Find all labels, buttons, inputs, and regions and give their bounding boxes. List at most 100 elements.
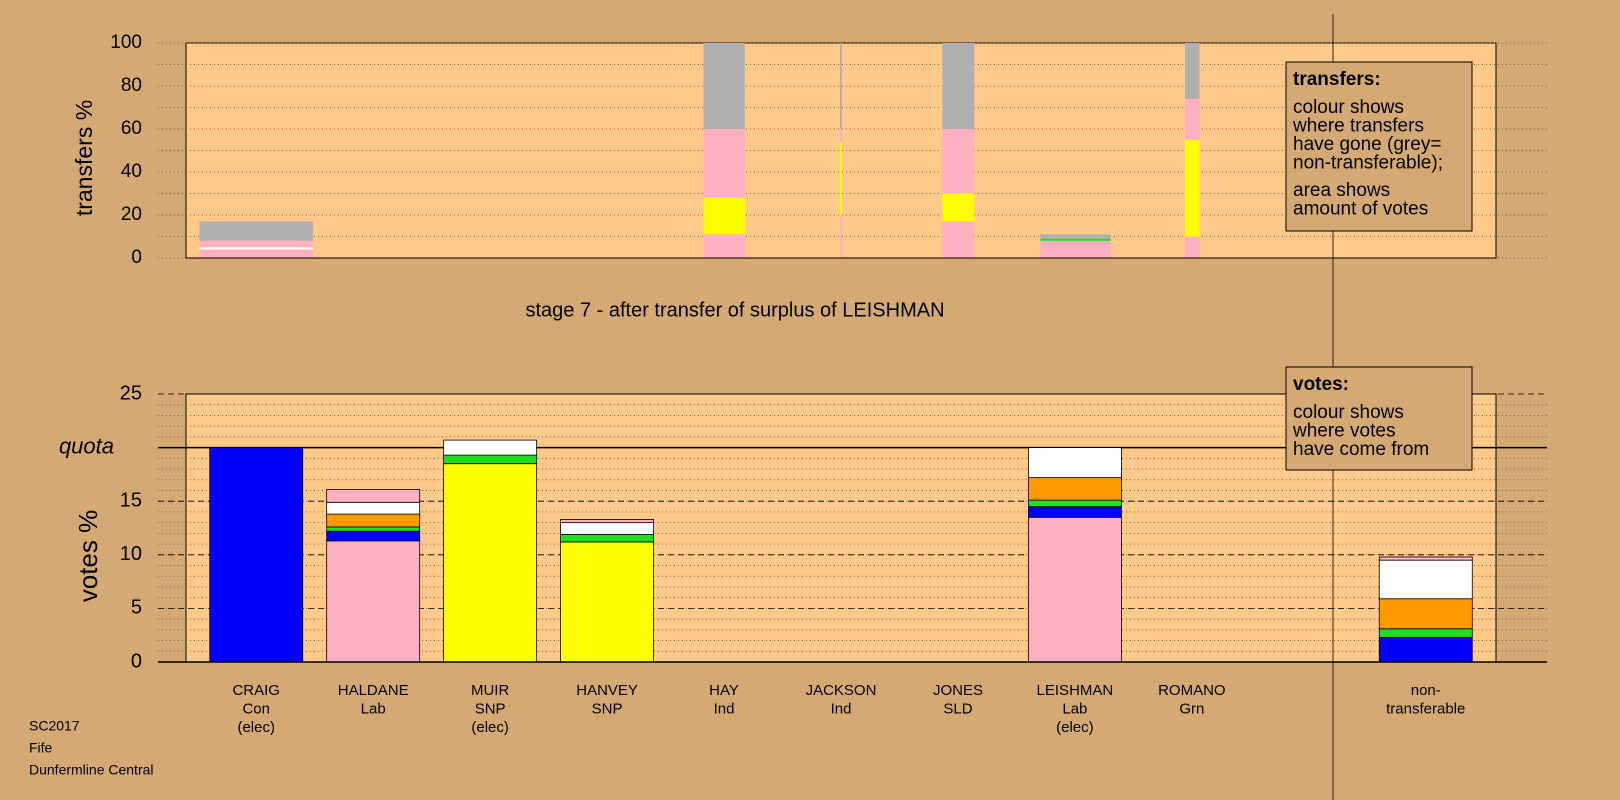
footer-text: Fife	[29, 740, 53, 756]
y-tick-label: 10	[120, 543, 142, 565]
x-tick-label: LEISHMAN	[1037, 682, 1114, 699]
legend-title: transfers:	[1293, 69, 1381, 90]
transfer-segment	[839, 141, 843, 215]
footer-text: Dunfermline Central	[29, 762, 154, 778]
y-tick-label: 80	[121, 75, 142, 96]
x-tick-label: (elec)	[471, 719, 509, 736]
vote-segment	[326, 513, 421, 528]
x-tick-label: Lab	[1062, 700, 1087, 717]
transfer-segment	[942, 193, 975, 222]
vote-segment	[1028, 516, 1122, 663]
x-tick-label: MUIR	[471, 682, 509, 699]
legend-box	[1285, 366, 1473, 471]
legend-text: area shows	[1293, 180, 1390, 201]
x-tick-label: SNP	[592, 700, 623, 717]
vote-segment	[209, 447, 304, 663]
transfer-segment	[199, 247, 314, 250]
x-tick-label: HALDANE	[338, 682, 409, 699]
y-tick-label: 40	[121, 161, 142, 182]
transfer-segment	[839, 129, 843, 142]
legend-box	[1285, 61, 1473, 232]
vote-segment	[560, 534, 654, 543]
y-tick-label: 60	[121, 118, 142, 139]
x-tick-label: SLD	[943, 700, 972, 717]
transfer-segment	[1040, 240, 1111, 258]
legend-text: have come from	[1293, 439, 1429, 460]
vote-segment	[443, 463, 538, 663]
x-tick-label: JONES	[933, 682, 983, 699]
transfer-segment	[703, 234, 745, 258]
transfer-segment	[199, 240, 314, 248]
transfer-segment	[1185, 139, 1200, 237]
transfer-segment	[199, 249, 314, 258]
vote-segment	[1378, 636, 1473, 663]
vote-segment	[560, 541, 654, 663]
transfer-segment	[839, 43, 843, 129]
y-tick-label: 20	[121, 204, 142, 225]
y-tick-label: 0	[131, 247, 142, 268]
legend-text: non-transferable);	[1293, 153, 1443, 174]
footer-text: SC2017	[29, 718, 80, 734]
x-tick-label: JACKSON	[806, 682, 877, 699]
transfer-segment	[1040, 234, 1111, 239]
vote-segment	[1378, 598, 1473, 630]
vote-segment	[1378, 628, 1473, 638]
transfer-segment	[1185, 43, 1200, 99]
y-axis-label: votes %	[73, 510, 103, 603]
transfer-segment	[703, 197, 745, 235]
vote-segment	[326, 489, 421, 503]
x-tick-label: Lab	[361, 700, 386, 717]
transfer-segment	[942, 129, 975, 194]
x-tick-label: (elec)	[237, 719, 275, 736]
transfer-segment	[1185, 98, 1200, 140]
chart-title: stage 7 - after transfer of surplus of L…	[525, 299, 944, 321]
vote-segment	[326, 530, 421, 542]
y-tick-label: 5	[131, 597, 142, 619]
vote-segment	[1028, 499, 1122, 507]
transfer-segment	[839, 215, 843, 258]
legend-text: have gone (grey=	[1293, 134, 1441, 155]
vote-segment	[443, 454, 538, 465]
vote-segment	[560, 519, 654, 524]
x-tick-label: HAY	[709, 682, 739, 699]
transfer-segment	[942, 43, 975, 129]
x-tick-label: Con	[242, 700, 270, 717]
x-tick-label: non-	[1411, 682, 1441, 699]
legend-text: amount of votes	[1293, 199, 1428, 220]
vote-segment	[1378, 556, 1473, 561]
vote-segment	[1028, 506, 1122, 518]
x-tick-label: Ind	[831, 700, 852, 717]
vote-segment	[326, 501, 421, 515]
legend-title: votes:	[1293, 374, 1349, 395]
vote-segment	[1028, 447, 1122, 479]
y-tick-label: 15	[120, 489, 142, 511]
quota-label: quota	[59, 433, 114, 458]
x-tick-label: transferable	[1386, 700, 1465, 717]
transfer-segment	[1185, 236, 1200, 258]
transfer-segment	[199, 221, 314, 241]
transfer-segment	[703, 43, 745, 129]
legend-text: where transfers	[1292, 116, 1424, 137]
x-tick-label: SNP	[475, 700, 506, 717]
transfer-segment	[703, 129, 745, 198]
x-tick-label: HANVEY	[576, 682, 638, 699]
x-tick-label: ROMANO	[1158, 682, 1226, 699]
x-tick-label: (elec)	[1056, 719, 1094, 736]
x-tick-label: Grn	[1179, 700, 1204, 717]
y-tick-label: 0	[131, 650, 142, 672]
y-tick-label: 100	[110, 32, 142, 53]
y-axis-label: transfers %	[71, 100, 97, 216]
x-tick-label: Ind	[714, 700, 735, 717]
transfer-segment	[942, 221, 975, 258]
vote-segment	[443, 439, 538, 456]
vote-segment	[1378, 559, 1473, 600]
transfer-segment	[1040, 238, 1111, 241]
x-tick-label: CRAIG	[232, 682, 280, 699]
legend-text: where votes	[1292, 421, 1395, 442]
vote-segment	[326, 540, 421, 663]
legend-text: colour shows	[1293, 402, 1404, 423]
legend-text: colour shows	[1293, 97, 1404, 118]
vote-segment	[326, 526, 421, 532]
vote-segment	[1028, 477, 1122, 501]
